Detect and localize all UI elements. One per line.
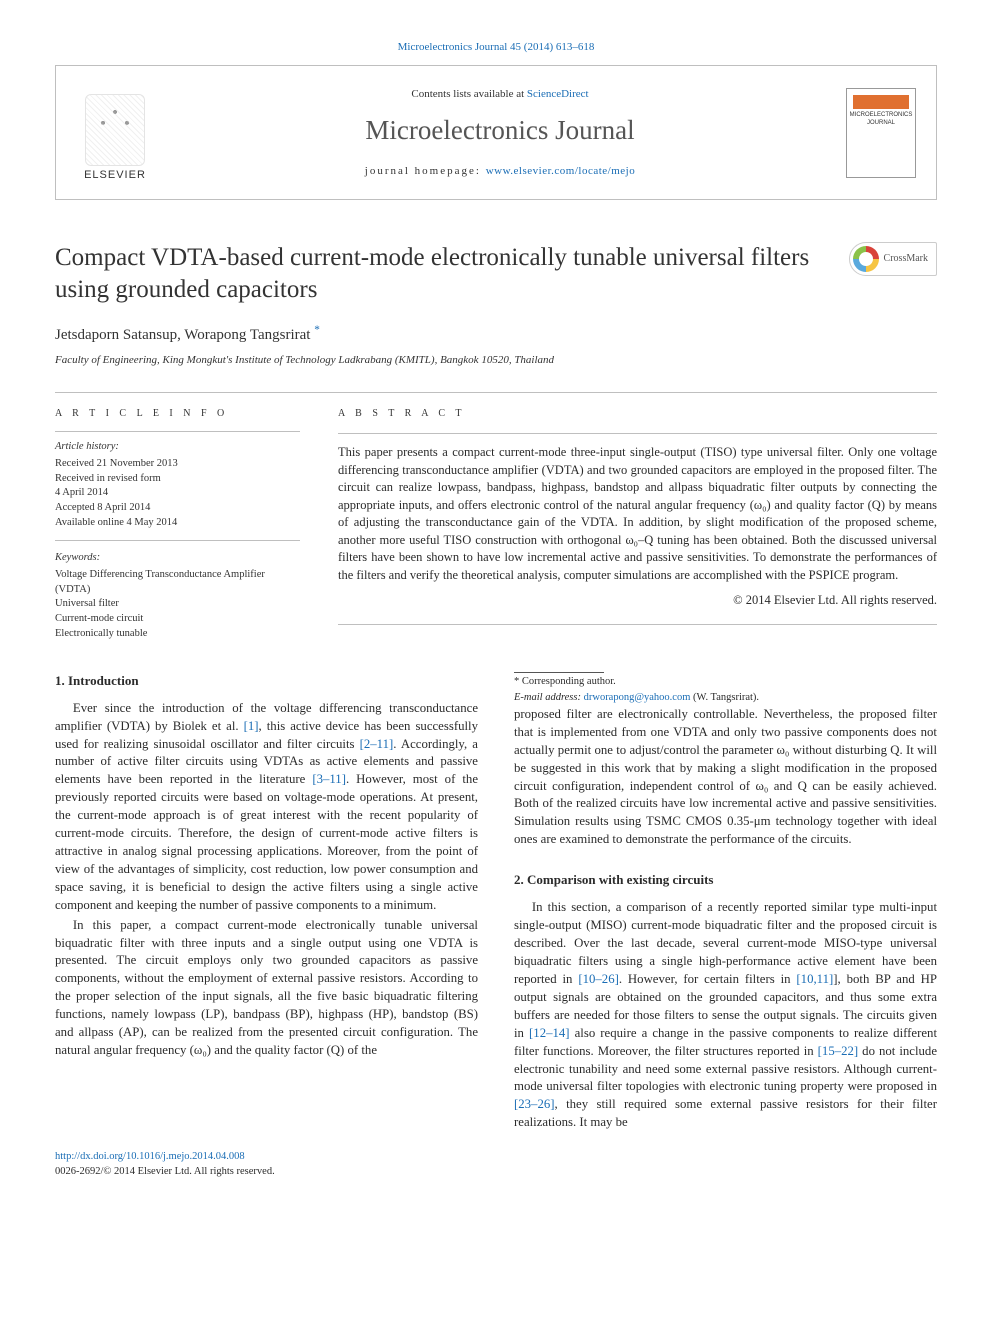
divider (338, 624, 937, 625)
author-2: Worapong Tangsrirat (184, 327, 310, 343)
elsevier-wordmark: ELSEVIER (84, 168, 146, 183)
contents-prefix: Contents lists available at (411, 88, 526, 100)
author-list: Jetsdaporn Satansup, Worapong Tangsrirat… (55, 323, 937, 346)
paragraph: Ever since the introduction of the volta… (55, 700, 478, 915)
elsevier-tree-icon (85, 94, 145, 166)
homepage-prefix: journal homepage: (365, 165, 486, 177)
email-suffix: (W. Tangsrirat). (690, 692, 759, 703)
body-text: 1. Introduction Ever since the introduct… (55, 672, 937, 1133)
ref-link[interactable]: [1] (244, 719, 259, 733)
cover-strip-icon (853, 95, 909, 109)
keyword: Universal filter (55, 597, 300, 612)
history-item: Available online 4 May 2014 (55, 516, 300, 531)
corresponding-mark[interactable]: * (314, 327, 320, 343)
homepage-link[interactable]: www.elsevier.com/locate/mejo (486, 165, 636, 177)
footnote-corresponding: * Corresponding author. (514, 675, 937, 690)
ref-link[interactable]: [10–26] (578, 972, 619, 986)
journal-header: ELSEVIER Contents lists available at Sci… (55, 65, 937, 200)
abstract-column: A B S T R A C T This paper presents a co… (338, 407, 937, 641)
history-label: Article history: (55, 440, 300, 455)
crossmark-badge[interactable]: CrossMark (849, 242, 937, 276)
cover-label-bottom: JOURNAL (847, 119, 915, 127)
elsevier-logo: ELSEVIER (76, 83, 154, 183)
section-heading-1: 1. Introduction (55, 672, 478, 690)
running-head: Microelectronics Journal 45 (2014) 613–6… (55, 40, 937, 55)
abstract-text: This paper presents a compact current-mo… (338, 444, 937, 584)
history-item: 4 April 2014 (55, 486, 300, 501)
divider (55, 392, 937, 393)
ref-link[interactable]: [23–26] (514, 1097, 555, 1111)
divider (55, 431, 300, 432)
issn-line: 0026-2692/© 2014 Elsevier Ltd. All right… (55, 1165, 937, 1180)
email-label: E-mail address: (514, 692, 584, 703)
affiliation: Faculty of Engineering, King Mongkut's I… (55, 353, 937, 368)
ref-link[interactable]: [10,11] (796, 972, 833, 986)
crossmark-icon (853, 246, 879, 272)
ref-link[interactable]: [3–11] (312, 772, 346, 786)
paragraph: proposed filter are electronically contr… (514, 706, 937, 849)
running-head-link[interactable]: Microelectronics Journal 45 (2014) 613–6… (398, 41, 595, 53)
history-item: Received 21 November 2013 (55, 457, 300, 472)
ref-link[interactable]: [2–11] (360, 737, 394, 751)
homepage-line: journal homepage: www.elsevier.com/locat… (154, 164, 846, 179)
abstract-heading: A B S T R A C T (338, 407, 937, 421)
author-1: Jetsdaporn Satansup, (55, 327, 184, 343)
section-heading-2: 2. Comparison with existing circuits (514, 871, 937, 889)
text-run: . However, most of the previously report… (55, 772, 478, 911)
sciencedirect-link[interactable]: ScienceDirect (527, 88, 589, 100)
article-title: Compact VDTA-based current-mode electron… (55, 242, 829, 305)
keywords-label: Keywords: (55, 551, 300, 566)
crossmark-label: CrossMark (884, 252, 928, 266)
copyright: © 2014 Elsevier Ltd. All rights reserved… (338, 592, 937, 610)
paragraph: In this paper, a compact current-mode el… (55, 917, 478, 1060)
corresponding-asterisk: * (314, 324, 320, 336)
contents-line: Contents lists available at ScienceDirec… (154, 87, 846, 102)
journal-cover-thumbnail: MICROELECTRONICS JOURNAL (846, 88, 916, 178)
keyword: Electronically tunable (55, 627, 300, 642)
footnote-email: E-mail address: drworapong@yahoo.com (W.… (514, 691, 937, 706)
history-item: Accepted 8 April 2014 (55, 501, 300, 516)
article-info-column: A R T I C L E I N F O Article history: R… (55, 407, 300, 641)
email-link[interactable]: drworapong@yahoo.com (584, 692, 691, 703)
text-run: . However, for certain filters in (619, 972, 797, 986)
ref-link[interactable]: [12–14] (529, 1026, 570, 1040)
divider (338, 433, 937, 434)
doi-block: http://dx.doi.org/10.1016/j.mejo.2014.04… (55, 1150, 937, 1179)
journal-name: Microelectronics Journal (154, 112, 846, 150)
paragraph: In this section, a comparison of a recen… (514, 899, 937, 1132)
keyword: Current-mode circuit (55, 612, 300, 627)
text-run: , they still required some external pass… (514, 1097, 937, 1129)
footnote-rule (514, 672, 604, 673)
ref-link[interactable]: [15–22] (818, 1044, 859, 1058)
keyword: Voltage Differencing Transconductance Am… (55, 568, 300, 597)
doi-link[interactable]: http://dx.doi.org/10.1016/j.mejo.2014.04… (55, 1151, 245, 1162)
article-info-heading: A R T I C L E I N F O (55, 407, 300, 421)
history-item: Received in revised form (55, 472, 300, 487)
cover-label-top: MICROELECTRONICS (847, 111, 915, 119)
